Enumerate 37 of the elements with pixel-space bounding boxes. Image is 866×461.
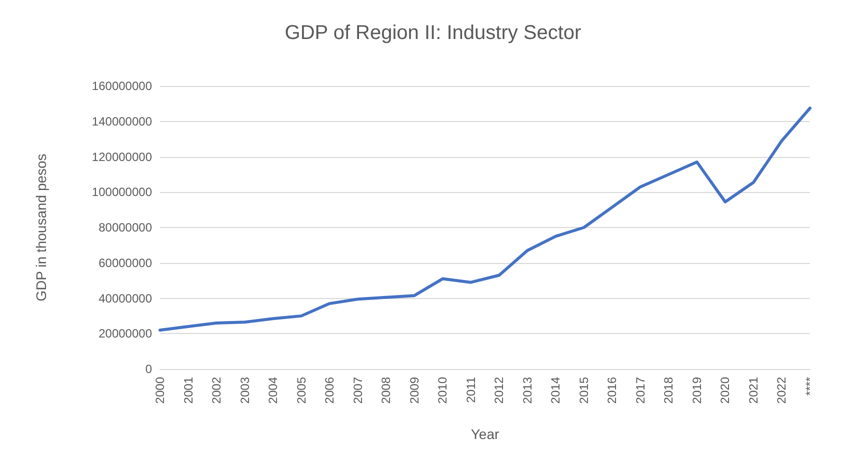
y-tick-label: 120000000 — [92, 150, 152, 164]
x-tick-label: 2021 — [746, 376, 760, 404]
y-tick-label: 60000000 — [98, 256, 152, 270]
x-tick-label: 2006 — [322, 376, 337, 404]
y-tick-label: 160000000 — [92, 79, 152, 93]
x-tick-label: 2008 — [379, 376, 394, 404]
y-axis-title: GDP in thousand pesos — [33, 154, 49, 302]
y-tick-label: 20000000 — [98, 326, 152, 341]
x-tick-label: 2004 — [266, 376, 280, 404]
x-tick-label: 2013 — [520, 376, 534, 404]
x-tick-label: 2005 — [294, 376, 308, 404]
x-axis-title: Year — [470, 426, 500, 442]
x-tick-label: 2019 — [690, 376, 704, 404]
x-tick-label: 2014 — [548, 376, 563, 404]
x-tick-label: 2001 — [181, 376, 196, 404]
x-tick-label: 2000 — [153, 376, 167, 404]
chart-title: GDP of Region II: Industry Sector — [284, 22, 582, 44]
y-tick-label: 100000000 — [92, 185, 152, 200]
y-tick-label: 40000000 — [98, 291, 152, 306]
line-series — [158, 106, 812, 332]
x-tick-label: 2002 — [210, 376, 224, 404]
x-tick-label: 2011 — [464, 376, 478, 403]
x-tick-label: 2016 — [605, 376, 620, 404]
y-tick-label: 0 — [145, 362, 152, 376]
x-tick-label: 2018 — [662, 376, 676, 404]
x-tick-label: 2017 — [633, 376, 648, 404]
x-tick-label: 2020 — [718, 376, 732, 404]
x-tick-label: 2022 — [774, 376, 789, 404]
x-tick-label: 2009 — [407, 376, 422, 404]
y-tick-label: 80000000 — [98, 220, 152, 234]
x-tick-label: 2012 — [492, 376, 506, 404]
y-tick-label: 140000000 — [92, 114, 152, 128]
x-tick-label: 2007 — [350, 376, 365, 404]
x-tick-label: **** — [803, 376, 817, 396]
x-tick-label: 2015 — [576, 376, 591, 404]
x-tick-label: 2010 — [436, 376, 450, 404]
x-tick-label: 2003 — [238, 376, 252, 404]
